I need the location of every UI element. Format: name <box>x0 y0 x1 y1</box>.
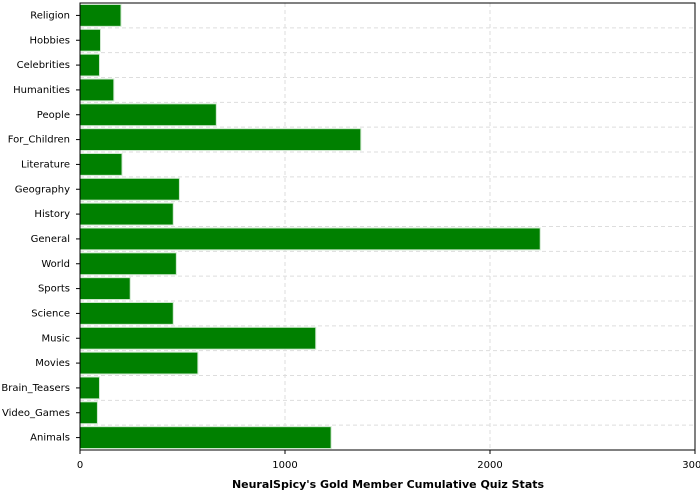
y-tick-label: Humanities <box>13 85 70 96</box>
y-tick-label: Science <box>31 308 70 319</box>
bar <box>79 301 174 325</box>
bar <box>79 177 180 201</box>
bar <box>79 103 217 127</box>
y-tick-label: Movies <box>35 358 70 369</box>
bar <box>79 152 123 176</box>
y-tick-label: Video_Games <box>2 408 70 419</box>
bar <box>79 3 122 27</box>
bar <box>79 227 541 251</box>
x-tick-label: 1000 <box>272 460 297 471</box>
y-tick-label: Sports <box>38 284 70 295</box>
x-axis-title: NeuralSpicy's Gold Member Cumulative Qui… <box>232 478 545 491</box>
y-tick-label: Celebrities <box>17 60 70 71</box>
y-tick-label: World <box>41 259 70 270</box>
bar <box>79 252 177 276</box>
y-tick-label: Brain_Teasers <box>1 383 70 394</box>
y-tick-label: General <box>31 234 70 245</box>
x-tick-label: 0 <box>77 460 83 471</box>
y-tick-label: Music <box>42 333 70 344</box>
plot-frame <box>79 2 696 451</box>
bar <box>79 53 100 77</box>
y-tick-label: For_Children <box>8 135 70 146</box>
bar <box>79 376 100 400</box>
y-tick-label: Religion <box>30 10 70 21</box>
bar <box>79 326 317 350</box>
y-tick-label: People <box>37 110 70 121</box>
y-tick-label: Animals <box>30 433 70 444</box>
bar <box>79 28 101 52</box>
bar <box>79 128 362 152</box>
bar <box>79 277 131 301</box>
x-tick-label: 2000 <box>477 460 502 471</box>
x-tick-label: 3000 <box>682 460 700 471</box>
bar <box>79 426 332 450</box>
y-tick-label: Hobbies <box>30 35 70 46</box>
y-tick-label: Geography <box>15 184 70 195</box>
bar <box>79 401 98 425</box>
bar <box>79 202 174 226</box>
y-tick-label: History <box>34 209 70 220</box>
bar <box>79 78 115 102</box>
bar <box>79 351 199 375</box>
y-tick-label: Literature <box>21 159 70 170</box>
